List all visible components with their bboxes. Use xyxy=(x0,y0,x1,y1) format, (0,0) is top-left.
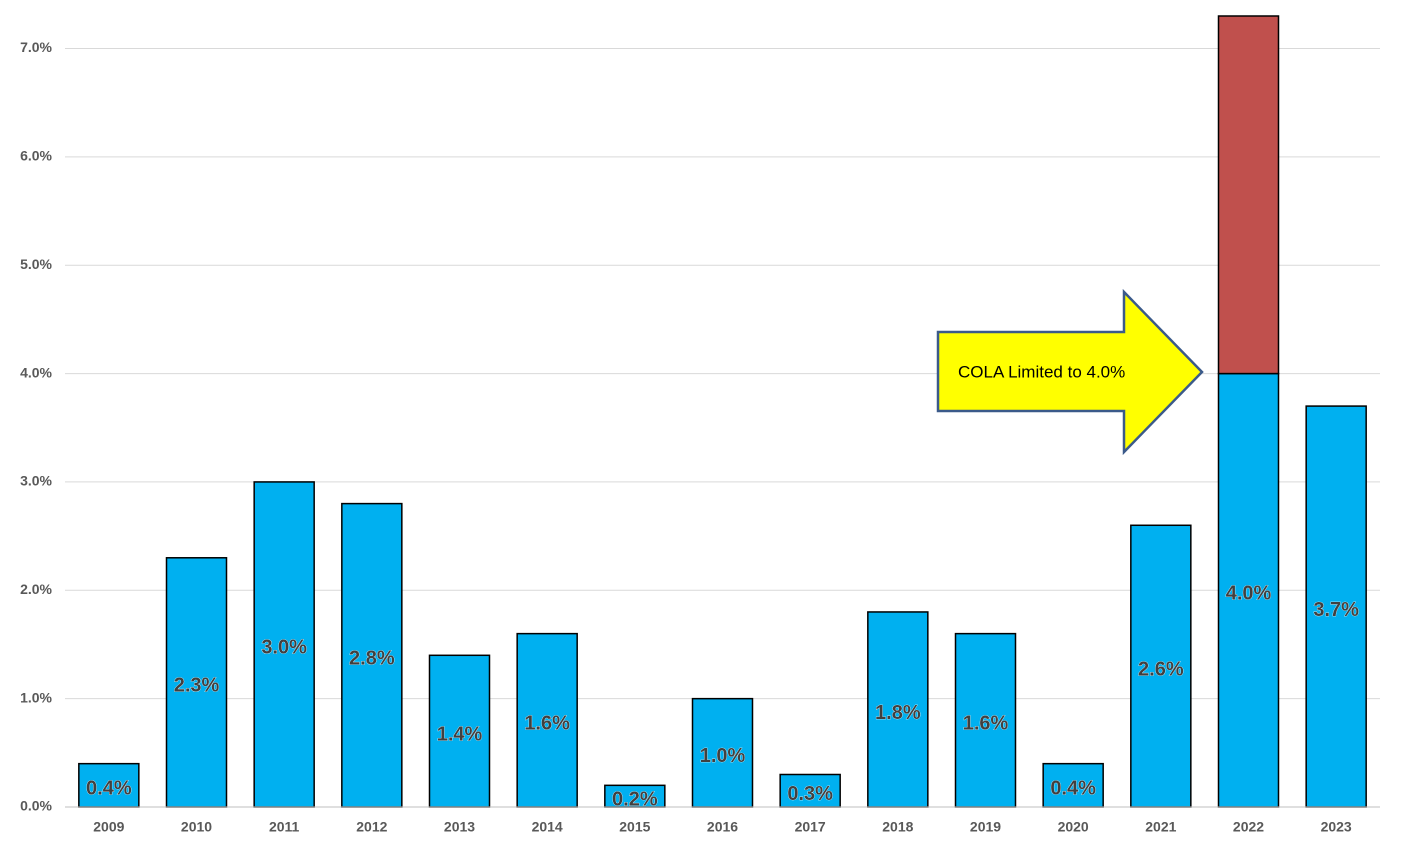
x-tick-label: 2019 xyxy=(970,819,1001,835)
value-label: 4.0% xyxy=(1226,583,1272,605)
bar-segment xyxy=(253,481,315,808)
bar-segment xyxy=(954,632,1017,808)
x-tick-label: 2018 xyxy=(882,819,913,835)
x-tick-label: 2009 xyxy=(93,819,124,835)
x-tick-label: 2015 xyxy=(619,819,650,835)
bar-segment xyxy=(516,632,578,808)
bar-segment xyxy=(1305,405,1367,808)
x-tick-label: 2013 xyxy=(444,819,475,835)
value-label: 3.0% xyxy=(261,637,307,659)
y-tick-label: 5.0% xyxy=(20,256,52,272)
y-tick-label: 3.0% xyxy=(20,473,52,489)
value-label: 0.4% xyxy=(86,778,132,800)
value-label: 0.2% xyxy=(612,788,658,810)
value-label: 2.3% xyxy=(174,675,220,697)
value-label: 0.4% xyxy=(1050,778,1096,800)
bar-segment xyxy=(867,611,929,808)
value-label: 2.8% xyxy=(349,648,395,670)
x-tick-label: 2016 xyxy=(707,819,738,835)
value-label: 2.6% xyxy=(1138,658,1184,680)
value-label: 0.3% xyxy=(787,783,833,805)
bar-segment xyxy=(428,654,491,808)
bar-segment xyxy=(341,502,403,808)
bar-segment xyxy=(779,773,841,808)
x-tick-label: 2022 xyxy=(1233,819,1264,835)
annotation: COLA Limited to 4.0% xyxy=(958,362,1125,381)
y-tick-label: 6.0% xyxy=(20,148,52,164)
x-tick-label: 2010 xyxy=(181,819,212,835)
x-tick-label: 2011 xyxy=(269,819,300,835)
bar-segment xyxy=(1130,524,1192,808)
bar-segment xyxy=(78,762,140,808)
annotation-arrow xyxy=(936,288,1204,456)
y-tick-label: 2.0% xyxy=(20,581,52,597)
x-tick-label: 2021 xyxy=(1145,819,1176,835)
x-tick-label: 2023 xyxy=(1321,819,1352,835)
x-tick-label: 2017 xyxy=(795,819,826,835)
y-tick-label: 4.0% xyxy=(20,364,52,380)
bar-segment xyxy=(1217,15,1280,375)
bar-segment xyxy=(165,557,228,808)
value-label: 1.0% xyxy=(700,745,746,767)
x-tick-label: 2014 xyxy=(532,819,563,835)
value-label: 1.6% xyxy=(524,713,570,735)
y-tick-label: 0.0% xyxy=(20,798,52,814)
x-tick-label: 2020 xyxy=(1058,819,1089,835)
y-tick-label: 7.0% xyxy=(20,39,52,55)
x-tick-label: 2012 xyxy=(356,819,387,835)
y-tick-label: 1.0% xyxy=(20,689,52,705)
value-label: 3.7% xyxy=(1313,599,1359,621)
value-label: 1.4% xyxy=(437,723,483,745)
value-label: 1.6% xyxy=(963,713,1009,735)
value-label: 1.8% xyxy=(875,702,921,724)
